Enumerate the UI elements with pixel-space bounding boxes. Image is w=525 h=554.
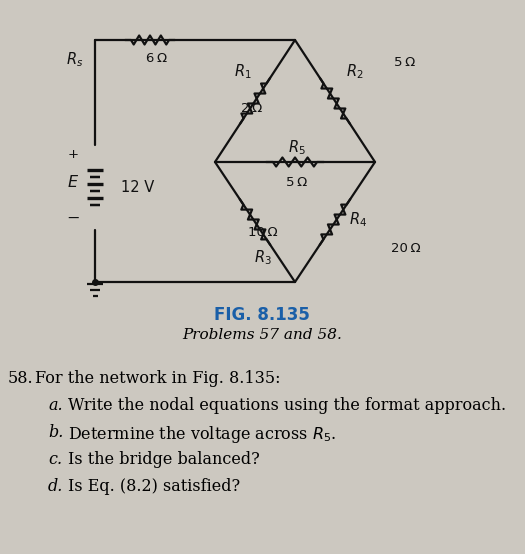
Text: For the network in Fig. 8.135:: For the network in Fig. 8.135: xyxy=(35,370,280,387)
Text: −: − xyxy=(66,211,80,225)
Text: $E$: $E$ xyxy=(67,174,79,190)
Text: 2 Ω: 2 Ω xyxy=(242,101,262,115)
Text: Determine the voltage across $R_5$.: Determine the voltage across $R_5$. xyxy=(68,424,337,445)
Text: 5 Ω: 5 Ω xyxy=(394,55,416,69)
Text: $R_4$: $R_4$ xyxy=(349,211,367,229)
Text: c.: c. xyxy=(48,451,62,468)
Text: 58.: 58. xyxy=(8,370,34,387)
Text: b.: b. xyxy=(48,424,64,441)
Text: $R_s$: $R_s$ xyxy=(66,50,83,69)
Text: Write the nodal equations using the format approach.: Write the nodal equations using the form… xyxy=(68,397,506,414)
Text: Is the bridge balanced?: Is the bridge balanced? xyxy=(68,451,260,468)
Text: 12 V: 12 V xyxy=(121,181,155,196)
Text: 10 Ω: 10 Ω xyxy=(248,227,278,239)
FancyBboxPatch shape xyxy=(0,355,525,554)
Text: FIG. 8.135: FIG. 8.135 xyxy=(214,306,310,324)
Text: +: + xyxy=(68,148,79,162)
Text: $R_5$: $R_5$ xyxy=(288,138,306,157)
Text: 20 Ω: 20 Ω xyxy=(391,242,421,254)
Text: Problems 57 and 58.: Problems 57 and 58. xyxy=(182,328,342,342)
Text: d.: d. xyxy=(48,478,64,495)
Text: 6 Ω: 6 Ω xyxy=(146,52,167,64)
Text: $R_2$: $R_2$ xyxy=(346,63,364,81)
Text: $R_1$: $R_1$ xyxy=(234,63,252,81)
Text: Is Eq. (8.2) satisfied?: Is Eq. (8.2) satisfied? xyxy=(68,478,240,495)
Text: a.: a. xyxy=(48,397,62,414)
Text: 5 Ω: 5 Ω xyxy=(286,177,308,189)
Text: $R_3$: $R_3$ xyxy=(254,249,272,268)
